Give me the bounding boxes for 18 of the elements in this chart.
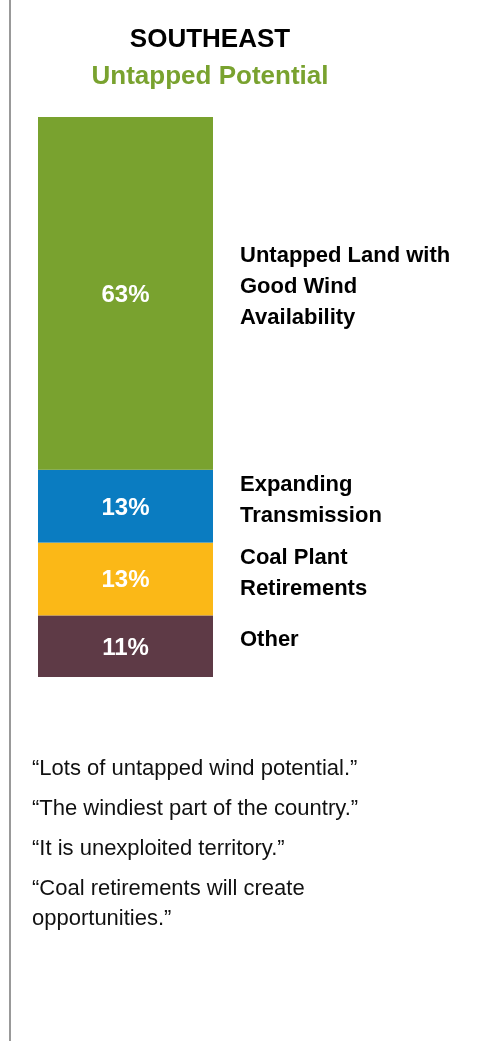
series-label: Expanding Transmission xyxy=(240,470,382,527)
chart-subtitle: Untapped Potential xyxy=(91,60,329,90)
bar xyxy=(38,469,213,543)
series-label: Coal Plant Retirements xyxy=(240,543,368,600)
data-label: 13% xyxy=(101,565,150,593)
bar xyxy=(38,615,213,677)
chart-title: SOUTHEAST xyxy=(129,23,291,53)
series-label: Other xyxy=(240,626,300,652)
text: “Lots of untapped wind potential.” xyxy=(32,755,358,780)
text: “It is unexploited territory.” xyxy=(32,835,285,860)
text: “Coal retirements will create opportunities.” xyxy=(32,875,305,930)
data-label: 13% xyxy=(101,492,150,520)
text: “The windiest part of the country.” xyxy=(32,795,359,820)
data-label: 63% xyxy=(101,279,150,307)
bar xyxy=(38,542,213,616)
data-label: 11% xyxy=(102,632,149,660)
series-label: Untapped Land with Good Wind Availability xyxy=(240,242,451,330)
bar xyxy=(38,117,213,470)
